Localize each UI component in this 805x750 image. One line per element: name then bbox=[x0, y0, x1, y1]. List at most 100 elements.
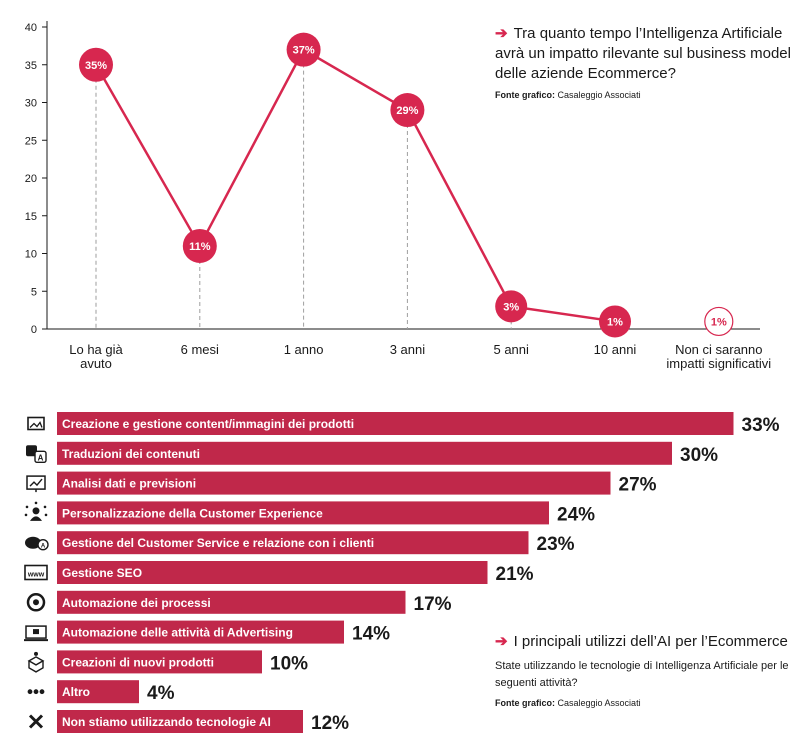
www-icon-text: www bbox=[27, 572, 45, 579]
bar bbox=[57, 680, 139, 704]
advertising-icon bbox=[25, 625, 47, 639]
automation-icon bbox=[26, 593, 46, 612]
bar-category-label: Creazione e gestione content/immagini de… bbox=[62, 417, 354, 431]
x-tick-label: Lo ha già avuto bbox=[69, 342, 123, 371]
y-tick-label: 0 bbox=[31, 324, 37, 336]
bar-value-label: 24% bbox=[557, 504, 595, 525]
bar bbox=[57, 620, 344, 644]
arrow-right-icon: ➔ bbox=[495, 633, 508, 650]
line-chart-title: Tra quanto tempo l’Intelligenza Artifici… bbox=[495, 25, 791, 82]
x-tick-label: 3 anni bbox=[390, 342, 426, 357]
customer-service-icon-letter: A bbox=[41, 544, 46, 550]
automation-icon-core bbox=[33, 599, 39, 606]
personalization-icon-dot bbox=[44, 513, 48, 517]
bar-category-label: Personalizzazione della Customer Experie… bbox=[62, 506, 323, 520]
bar-category-label: Automazione dei processi bbox=[62, 596, 211, 610]
bar-row: Creazioni di nuovi prodotti 10% bbox=[27, 650, 308, 674]
personalization-icon-dot bbox=[24, 513, 28, 517]
bar bbox=[57, 710, 303, 733]
image-icon-mountain bbox=[29, 421, 43, 428]
bar-row: Automazione dei processi 17% bbox=[26, 590, 452, 615]
bar-row: Personalizzazione della Customer Experie… bbox=[24, 501, 595, 525]
customer-service-icon-bubble bbox=[37, 538, 49, 551]
line-chart-info: ➔ Tra quanto tempo l’Intelligenza Artific… bbox=[495, 24, 795, 100]
bar-category-label: Gestione del Customer Service e relazion… bbox=[62, 536, 374, 550]
bar-category-label: Non stiamo utilizzando tecnologie AI bbox=[62, 715, 271, 729]
y-tick-label: 35 bbox=[25, 60, 37, 72]
bar bbox=[57, 412, 734, 435]
close-icon-stroke bbox=[28, 714, 44, 729]
bar-value-label: 14% bbox=[352, 624, 390, 645]
bar-chart-info: ➔ I principali utilizzi dell’AI per l’Eco… bbox=[495, 632, 795, 708]
data-label: 29% bbox=[396, 105, 418, 117]
personalization-icon bbox=[32, 507, 40, 515]
bar-row: Altro 4% bbox=[27, 680, 175, 704]
x-tick-label: 10 anni bbox=[594, 342, 637, 357]
new-product-icon-spark bbox=[34, 651, 38, 656]
bar bbox=[57, 501, 549, 525]
data-point bbox=[286, 32, 321, 67]
bar-value-label: 30% bbox=[680, 445, 718, 466]
bar bbox=[57, 441, 672, 465]
bar-value-label: 23% bbox=[537, 534, 575, 555]
y-tick-label: 25 bbox=[25, 135, 37, 147]
bar-chart-source-label: Fonte grafico: bbox=[495, 698, 555, 708]
bar-chart-subtitle: State utilizzando le tecnologie di Intel… bbox=[495, 660, 789, 689]
translate-icon-back bbox=[34, 450, 47, 463]
y-tick-label: 40 bbox=[25, 22, 37, 34]
bar-chart-source: Fonte grafico: Casaleggio Associati bbox=[495, 698, 795, 708]
bar-row: A Gestione del Customer Service e relazio… bbox=[25, 531, 575, 555]
more-icon bbox=[27, 689, 33, 695]
data-label: 1% bbox=[607, 316, 623, 328]
x-tick-label: 5 anni bbox=[493, 342, 529, 357]
bar-row: A Traduzioni dei contenuti 30% bbox=[26, 441, 718, 466]
translate-icon-letter: A bbox=[38, 453, 44, 462]
bar bbox=[57, 561, 488, 584]
data-point bbox=[182, 228, 217, 263]
data-label: 35% bbox=[85, 60, 107, 72]
y-tick-label: 20 bbox=[25, 173, 37, 185]
new-product-icon bbox=[27, 656, 45, 666]
bar-row: Creazione e gestione content/immagini de… bbox=[27, 412, 780, 436]
data-label: 3% bbox=[503, 301, 519, 313]
bar-row: Non stiamo utilizzando tecnologie AI 12% bbox=[28, 710, 349, 734]
bar-chart-source-value: Casaleggio Associati bbox=[557, 698, 641, 708]
x-tick-label: 6 mesi bbox=[181, 342, 219, 357]
personalization-icon-dot bbox=[34, 501, 38, 505]
new-product-icon-box bbox=[28, 660, 44, 673]
line-chart-source-label: Fonte grafico: bbox=[495, 90, 555, 100]
bar-chart-title: I principali utilizzi dell’AI per l’Ecom… bbox=[513, 633, 788, 650]
analytics-icon bbox=[26, 475, 46, 490]
bar-row: www Gestione SEO 21% bbox=[24, 561, 534, 585]
series-line bbox=[94, 47, 616, 323]
data-label: 37% bbox=[293, 45, 315, 57]
bar-value-label: 12% bbox=[311, 713, 349, 734]
bar bbox=[57, 650, 262, 674]
bar bbox=[57, 531, 529, 555]
bar-value-label: 21% bbox=[496, 564, 534, 585]
bar-value-label: 4% bbox=[147, 683, 175, 704]
bar-value-label: 10% bbox=[270, 653, 308, 674]
advertising-icon-screen bbox=[33, 629, 39, 635]
bar-row: Automazione delle attività di Advertisin… bbox=[24, 620, 390, 645]
bar-category-label: Automazione delle attività di Advertisin… bbox=[62, 626, 293, 640]
customer-service-icon bbox=[25, 536, 41, 549]
www-icon bbox=[24, 564, 48, 581]
bar bbox=[57, 471, 611, 495]
bar-category-label: Traduzioni dei contenuti bbox=[62, 447, 200, 461]
more-icon bbox=[33, 689, 39, 695]
y-tick-label: 10 bbox=[25, 249, 37, 261]
data-point bbox=[390, 93, 425, 128]
translate-icon bbox=[26, 445, 37, 457]
bar-value-label: 33% bbox=[742, 415, 780, 436]
personalization-icon-body bbox=[30, 516, 42, 521]
bar-category-label: Creazioni di nuovi prodotti bbox=[62, 655, 214, 669]
bar bbox=[57, 590, 406, 614]
bar-value-label: 27% bbox=[619, 475, 657, 496]
data-point bbox=[599, 305, 631, 338]
arrow-right-icon: ➔ bbox=[495, 25, 508, 42]
y-tick-label: 15 bbox=[25, 211, 37, 223]
line-chart: 0 5 10 15 20 25 30 35 40 35% 11% 37% 29% 3% 1% 1% Lo ha … bbox=[25, 21, 771, 371]
bar-category-label: Gestione SEO bbox=[62, 566, 142, 580]
